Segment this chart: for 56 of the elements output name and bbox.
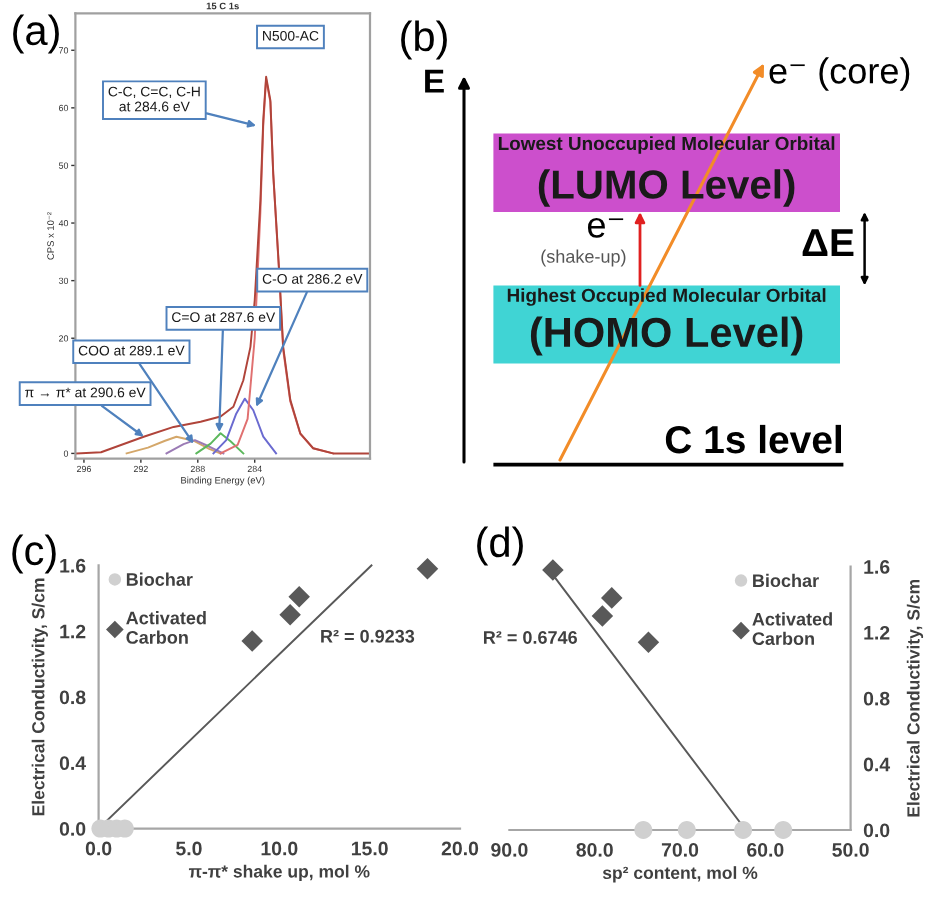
chart-title: (d): [477, 526, 523, 566]
text: (shake-up): [541, 249, 626, 267]
line-series: [195, 432, 245, 455]
point: [288, 585, 310, 608]
legend-label: Biochar: [753, 573, 819, 588]
point: [241, 630, 263, 652]
y-axis-title: Electrical Conductivity, S/cm: [906, 579, 924, 817]
point: [634, 821, 653, 839]
x-tick-label: 80.0: [576, 843, 613, 857]
annotation: R² = 0.6746: [483, 631, 577, 644]
x-tick-label: 10.0: [261, 841, 298, 856]
legend-label: Activated Carbon: [752, 612, 832, 646]
x-axis-title: sp² content, mol %: [602, 866, 758, 883]
x-tick-label: 0.0: [85, 841, 112, 856]
y-tick-label: 1.6: [60, 558, 86, 573]
text: e⁻ (core): [769, 57, 910, 91]
point: [637, 631, 660, 654]
text: C 1s level: [665, 424, 841, 454]
chart-title: (a): [13, 14, 59, 54]
line-series: [125, 435, 222, 455]
y-tick-label: 0.4: [863, 757, 891, 772]
legend-label: Activated Carbon: [126, 611, 206, 644]
x-tick-label: 90.0: [491, 843, 528, 857]
annotation: R² = 0.9233: [321, 629, 415, 643]
y-axis-title: Electrical Conductivity, S/cm: [31, 578, 48, 816]
point: [279, 603, 301, 626]
x-tick-label: 70.0: [661, 843, 699, 857]
y-tick-label: 0.0: [59, 822, 86, 836]
line-series: [75, 75, 371, 455]
x-tick-label: 5.0: [176, 841, 202, 856]
x-axis-title: π-π* shake up, mol %: [188, 864, 370, 882]
point: [542, 559, 564, 581]
line-series: [212, 397, 278, 455]
x-tick-label: 15.0: [351, 841, 388, 856]
y-tick-label: 0.4: [59, 756, 86, 771]
y-tick-label: 1.6: [864, 560, 890, 574]
point: [774, 821, 793, 839]
legend-label: Biochar: [126, 572, 193, 586]
chart-title: (c): [12, 534, 56, 574]
point: [591, 605, 614, 627]
y-tick-label: 0.8: [863, 691, 890, 706]
y-tick-label: 1.2: [60, 624, 86, 639]
text: ΔE: [802, 229, 854, 257]
point: [734, 821, 753, 839]
y-tick-label: 1.2: [864, 625, 890, 640]
text: e⁻: [587, 217, 624, 238]
y-tick-label: 0.0: [863, 823, 890, 838]
point: [677, 821, 696, 839]
x-tick-label: 60.0: [747, 843, 784, 857]
x-tick-label: 50.0: [832, 843, 869, 857]
point: [601, 587, 623, 609]
text: (b): [401, 20, 447, 60]
x-tick-label: 20.0: [441, 841, 479, 856]
point: [416, 557, 439, 580]
y-tick-label: 0.8: [59, 690, 86, 705]
text: E: [425, 69, 444, 93]
